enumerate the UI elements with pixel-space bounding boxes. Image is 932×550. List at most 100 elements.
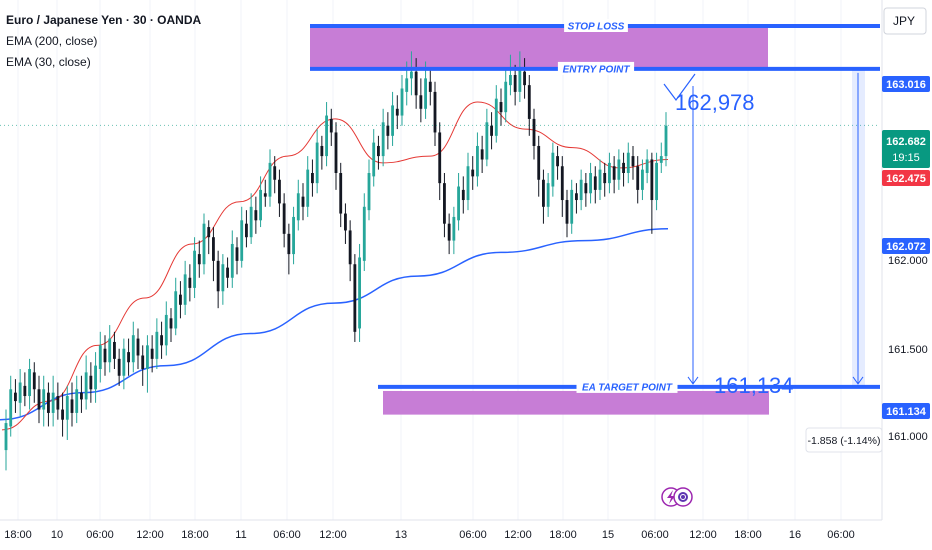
candle-body <box>339 173 343 214</box>
candle-body <box>61 409 64 420</box>
x-tick-label: 11 <box>235 529 246 541</box>
candle-body <box>311 173 314 184</box>
y-tick-label: 161.500 <box>888 344 928 356</box>
target-badge-bg <box>882 403 930 419</box>
candle-body <box>89 375 93 390</box>
indicator-ema200[interactable]: EMA (200, close) <box>6 34 98 48</box>
symbol-title[interactable]: Euro / Japanese Yen · 30 · OANDA <box>6 13 202 27</box>
entry-value-text: 162,978 <box>675 90 755 115</box>
y-tick-label: 162.000 <box>888 255 928 267</box>
candle-body <box>51 392 55 413</box>
bid-badge: 162.475 <box>886 173 926 185</box>
candle-body <box>9 389 13 427</box>
candle-body <box>645 159 649 173</box>
grid <box>17 0 842 520</box>
candle-body <box>575 193 578 201</box>
candle-body <box>155 331 159 359</box>
candle-body <box>664 125 668 157</box>
candle-body <box>160 335 163 346</box>
measure-arrow-head <box>852 376 864 385</box>
candle-body <box>504 81 508 113</box>
candle-body <box>565 200 569 224</box>
candle-body <box>636 166 640 190</box>
entry-badge: 163.016 <box>886 79 926 91</box>
last-price-badge: 162.682 <box>886 136 926 148</box>
candle-body <box>207 227 211 238</box>
candle-body <box>447 223 451 241</box>
bid-badge-bg <box>882 170 930 186</box>
candle-body <box>494 98 498 136</box>
candle-body <box>570 189 574 224</box>
candle-body <box>14 392 17 402</box>
candle-body <box>164 314 168 346</box>
candle-body <box>131 335 135 363</box>
candle-body <box>499 102 503 113</box>
candle-body <box>108 338 112 363</box>
candle-body <box>476 145 479 177</box>
candle-body <box>28 369 31 397</box>
candle-body <box>452 216 456 241</box>
candle-body <box>188 277 192 288</box>
candle-body <box>367 173 371 211</box>
candle-body <box>212 237 215 261</box>
candle-body <box>193 250 196 288</box>
candle-body <box>560 166 564 201</box>
x-tick-label: 16 <box>789 529 801 541</box>
candle-body <box>245 223 248 238</box>
candle-body <box>249 206 253 238</box>
candle-body <box>287 233 291 255</box>
candle-body <box>37 389 41 410</box>
candle-body <box>485 122 489 160</box>
price-badges: 163.016 162.682 19:15 162.475 162.072 161.134 <box>882 76 930 419</box>
x-tick-label: 12:00 <box>504 529 532 541</box>
candle-body <box>626 152 630 173</box>
chart-legend: Euro / Japanese Yen · 30 · OANDA EMA (20… <box>6 10 201 73</box>
entry-badge-bg <box>882 76 930 92</box>
candle-body <box>598 169 602 190</box>
candle-body <box>372 142 376 177</box>
candle-body <box>278 179 281 204</box>
candle-body <box>641 169 644 190</box>
candle-body <box>419 95 423 109</box>
candle-body <box>169 318 173 329</box>
candle-body <box>320 145 324 157</box>
x-tick-label: 13 <box>395 529 407 541</box>
candle-body <box>98 345 102 369</box>
candle-body <box>254 210 258 221</box>
ema200-line <box>0 228 669 421</box>
flag-ring <box>680 494 686 500</box>
x-tick-label: 12:00 <box>136 529 164 541</box>
candle-body <box>292 216 295 255</box>
candle-body <box>362 206 366 261</box>
candle-body <box>631 156 635 167</box>
candle-body <box>457 186 460 221</box>
candle-body <box>556 156 559 167</box>
candle-body <box>377 145 380 157</box>
candle-body <box>617 159 621 180</box>
candle-body <box>65 396 69 420</box>
candle-body <box>334 132 338 173</box>
x-tick-label: 18:00 <box>4 529 32 541</box>
candles <box>4 51 668 471</box>
indicator-ema30[interactable]: EMA (30, close) <box>6 55 91 69</box>
x-tick-label: 12:00 <box>319 529 347 541</box>
candle-body <box>344 213 347 231</box>
candle-body <box>424 78 427 109</box>
candle-body <box>414 71 418 96</box>
candle-body <box>202 223 206 265</box>
candle-body <box>551 152 555 187</box>
candle-body <box>221 264 225 292</box>
candle-body <box>18 382 22 403</box>
candle-body <box>301 196 305 207</box>
candle-body <box>405 78 409 92</box>
candle-body <box>509 75 512 86</box>
candle-body <box>216 260 220 292</box>
ema200-badge-bg <box>882 238 930 254</box>
candle-body <box>84 372 88 400</box>
change-badge: -1.858 (-1.14%) <box>808 435 881 447</box>
candle-body <box>113 341 116 359</box>
x-tick-label: 06:00 <box>273 529 301 541</box>
candle-body <box>32 372 36 390</box>
